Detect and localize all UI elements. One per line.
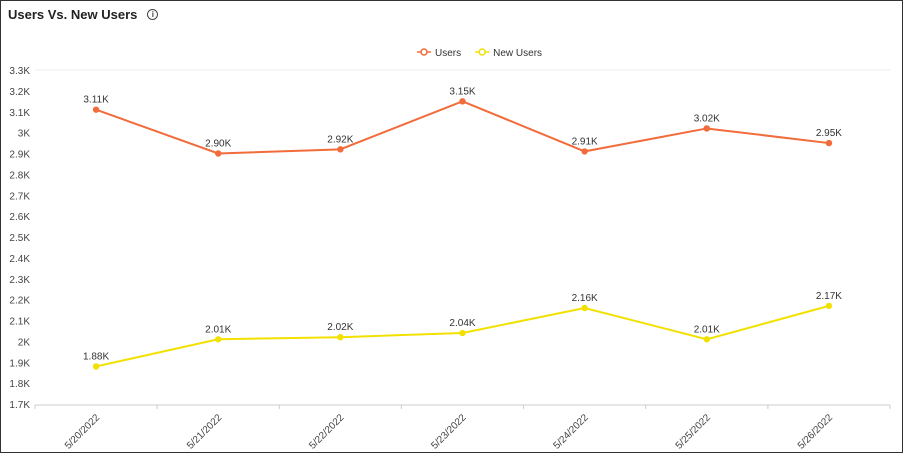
data-point — [92, 106, 100, 113]
y-tick-label: 2K — [18, 337, 31, 348]
x-tick-label: 5/20/2022 — [63, 412, 103, 452]
y-tick-label: 3.2K — [9, 87, 30, 98]
x-tick-label: 5/22/2022 — [307, 412, 347, 452]
data-point — [92, 363, 100, 370]
data-label: 2.04K — [449, 318, 475, 329]
y-tick-label: 2.9K — [9, 150, 30, 161]
data-point — [459, 98, 466, 105]
data-label: 2.17K — [816, 291, 842, 302]
y-tick-label: 2.2K — [9, 296, 30, 307]
data-label: 2.91K — [572, 136, 598, 147]
x-tick-label: 5/24/2022 — [552, 412, 592, 452]
data-label: 2.16K — [572, 293, 598, 304]
data-point — [215, 336, 222, 343]
data-point — [825, 302, 833, 310]
data-label: 3.15K — [449, 86, 475, 97]
data-point — [215, 150, 222, 157]
data-label: 2.90K — [205, 139, 231, 150]
data-point — [459, 329, 466, 337]
legend-marker-icon — [420, 48, 428, 56]
data-label: 2.01K — [694, 324, 720, 335]
data-label: 1.88K — [83, 351, 109, 362]
data-label: 2.92K — [327, 134, 353, 145]
y-tick-label: 2.8K — [9, 170, 30, 181]
legend-marker-icon — [478, 48, 486, 56]
y-tick-label: 2.6K — [9, 212, 30, 223]
chart-title: Users Vs. New Users — [8, 7, 138, 22]
y-tick-label: 2.5K — [9, 233, 30, 244]
y-tick-label: 2.3K — [9, 275, 30, 286]
x-tick-label: 5/21/2022 — [185, 412, 225, 452]
x-tick-label: 5/23/2022 — [429, 412, 469, 452]
y-tick-label: 3.1K — [9, 108, 30, 119]
data-label: 2.95K — [816, 128, 842, 139]
data-label: 3.11K — [83, 95, 109, 106]
data-point — [703, 125, 710, 132]
info-circle-icon[interactable]: i — [147, 9, 159, 20]
data-point — [581, 148, 588, 155]
y-tick-label: 2.1K — [9, 317, 30, 328]
chart-header: Users Vs. New Users i — [8, 7, 159, 22]
data-point — [825, 139, 833, 147]
y-tick-label: 3.3K — [9, 66, 30, 77]
y-tick-label: 3K — [18, 129, 31, 140]
data-point — [337, 146, 344, 153]
data-label: 3.02K — [694, 113, 720, 124]
x-tick-label: 5/26/2022 — [796, 412, 836, 452]
data-label: 2.02K — [327, 322, 353, 333]
legend-item-0: Users — [435, 48, 461, 59]
data-point — [581, 304, 588, 312]
y-tick-label: 1.9K — [9, 358, 30, 369]
y-tick-label: 2.7K — [9, 191, 30, 202]
y-tick-label: 1.8K — [9, 379, 30, 390]
legend-item-1: New Users — [493, 48, 542, 59]
data-label: 2.01K — [205, 324, 231, 335]
y-tick-label: 1.7K — [9, 400, 30, 411]
data-point — [703, 336, 710, 343]
data-point — [337, 334, 344, 341]
y-tick-label: 2.4K — [9, 254, 30, 265]
x-tick-label: 5/25/2022 — [674, 412, 714, 452]
